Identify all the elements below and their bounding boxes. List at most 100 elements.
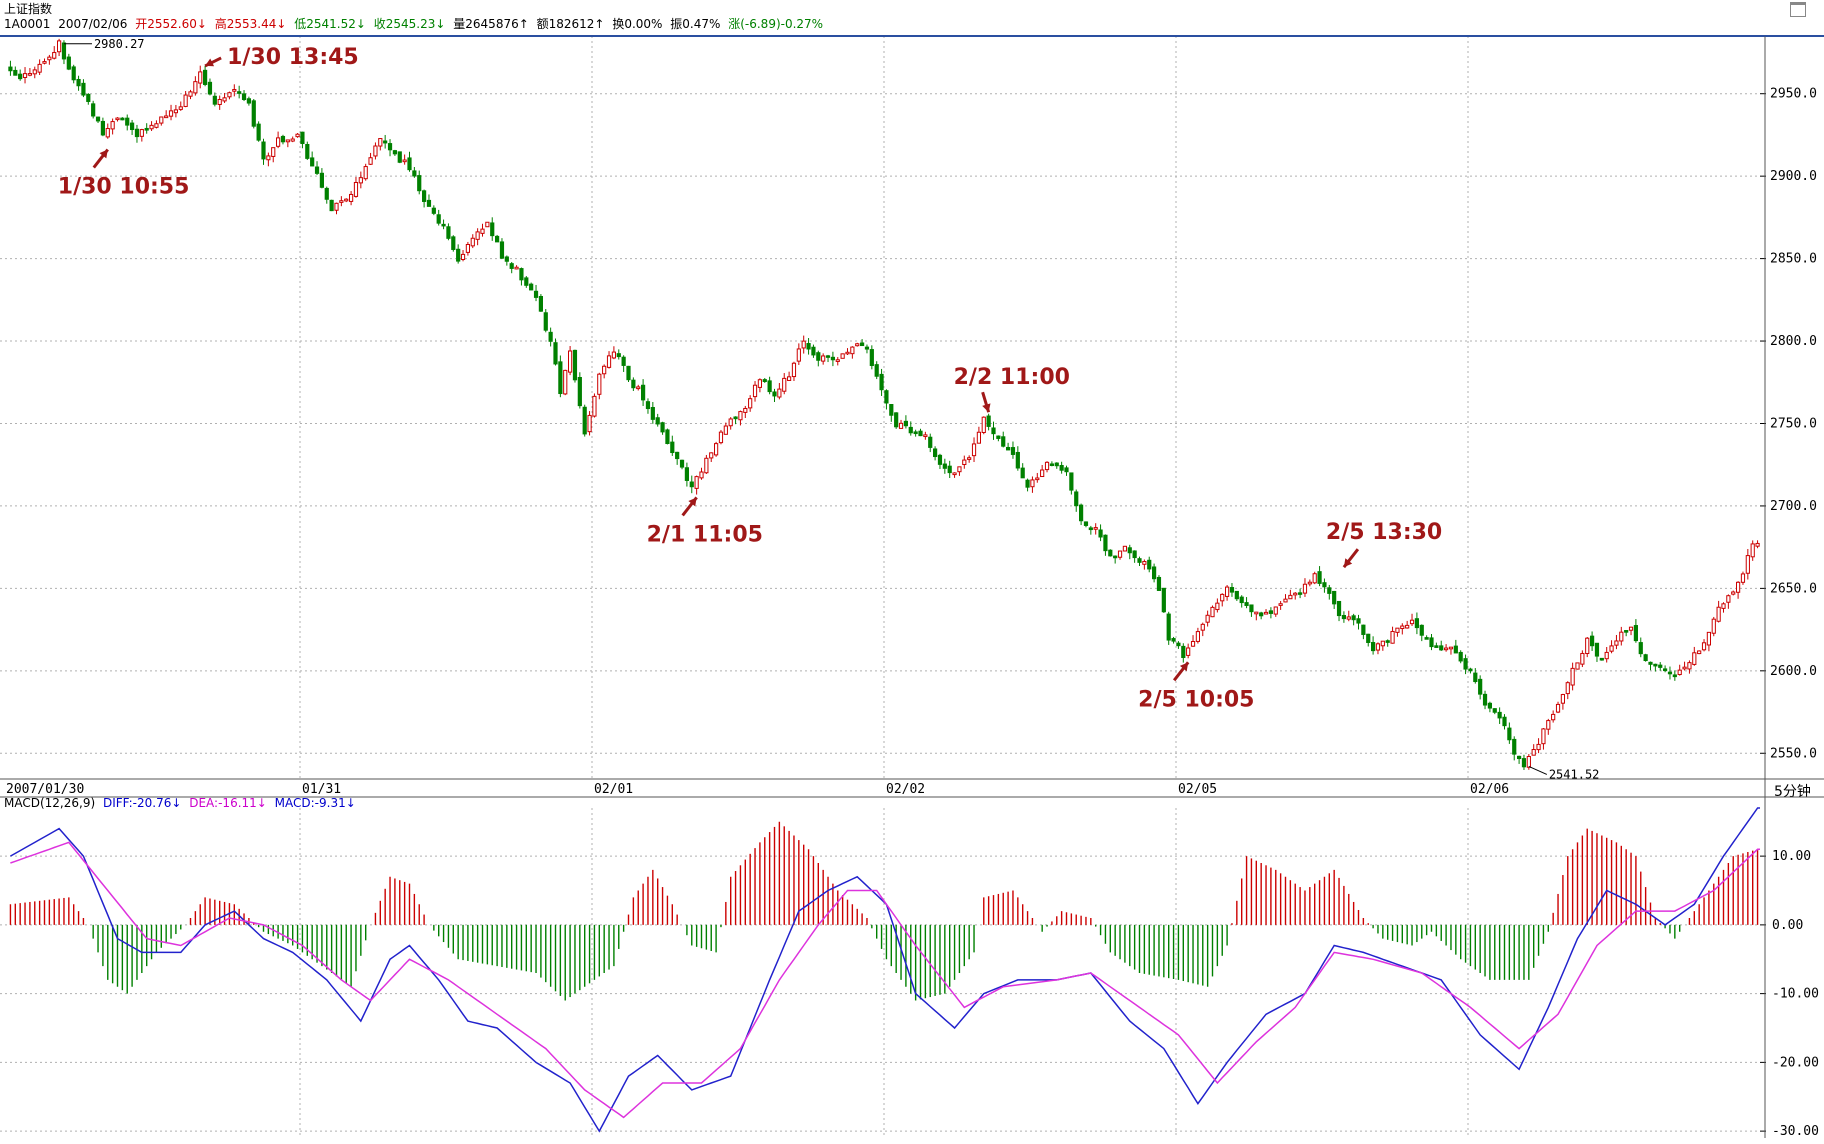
period-label[interactable]: 5分钟 bbox=[1774, 784, 1811, 800]
price-min-leader bbox=[1528, 766, 1548, 775]
candle-body bbox=[1419, 624, 1424, 636]
candle-body bbox=[1731, 591, 1736, 595]
x-axis-label: 02/05 bbox=[1178, 782, 1217, 797]
candle-body bbox=[81, 82, 86, 96]
candle-body bbox=[1293, 592, 1298, 596]
candle-body bbox=[796, 348, 801, 362]
candle-body bbox=[329, 199, 334, 212]
candle-body bbox=[446, 226, 451, 239]
candle-body bbox=[66, 56, 71, 70]
candle-body bbox=[738, 411, 743, 421]
candle-body bbox=[631, 379, 636, 389]
candle-body bbox=[830, 356, 835, 361]
candle-body bbox=[1711, 618, 1716, 634]
candle-body bbox=[426, 199, 432, 207]
candle-body bbox=[699, 471, 704, 479]
candle-body bbox=[1302, 583, 1308, 594]
candle-body bbox=[436, 214, 441, 224]
candle-body bbox=[217, 98, 222, 105]
candle-body bbox=[1001, 436, 1006, 447]
candle-body bbox=[115, 117, 120, 121]
candle-body bbox=[344, 198, 349, 202]
candle-body bbox=[694, 476, 699, 489]
candle-body bbox=[1341, 614, 1347, 620]
candle-body bbox=[986, 415, 991, 427]
candle-body bbox=[1176, 642, 1181, 647]
candle-body bbox=[100, 120, 106, 136]
candle-body bbox=[387, 143, 393, 151]
candle-body bbox=[1692, 652, 1697, 665]
candle-body bbox=[1463, 658, 1468, 670]
candle-body bbox=[324, 187, 329, 200]
candle-body bbox=[18, 73, 23, 80]
candle-body bbox=[1502, 716, 1507, 727]
x-axis-label: 01/31 bbox=[302, 782, 341, 797]
candle-body bbox=[923, 434, 928, 438]
candle-body bbox=[1049, 463, 1055, 466]
change-value: 涨(-6.89)-0.27% bbox=[728, 17, 824, 31]
macd-header: MACD(12,26,9) DIFF:-20.76↓ DEA:-16.11↓ M… bbox=[4, 796, 360, 810]
annotation-label: 1/30 13:45 bbox=[227, 45, 359, 70]
candle-body bbox=[417, 175, 422, 192]
candle-body bbox=[1229, 587, 1235, 593]
candle-body bbox=[1385, 640, 1390, 643]
price-tick-label: 2550.0 bbox=[1770, 746, 1817, 761]
macd-value: MACD:-9.31↓ bbox=[274, 796, 356, 810]
candle-body bbox=[942, 463, 947, 469]
candle-body bbox=[704, 457, 709, 474]
candle-body bbox=[422, 190, 427, 202]
candle-body bbox=[339, 200, 344, 203]
candle-body bbox=[1716, 606, 1721, 622]
candle-body bbox=[1667, 671, 1673, 675]
x-axis-label: 02/02 bbox=[886, 782, 925, 797]
candle-body bbox=[480, 228, 485, 234]
dea-value: DEA:-16.11↓ bbox=[189, 796, 267, 810]
panel-toggle-icon[interactable] bbox=[1790, 2, 1806, 17]
candle-body bbox=[650, 407, 655, 420]
candle-body bbox=[675, 451, 680, 460]
candle-body bbox=[592, 395, 597, 417]
candle-body bbox=[558, 361, 563, 395]
candle-body bbox=[1409, 619, 1415, 625]
candle-body bbox=[164, 115, 169, 119]
candle-body bbox=[407, 157, 412, 171]
price-panel: 2950.0 2900.0 2850.0 2800.0 2750.0 2700.0 2650… bbox=[0, 36, 1817, 781]
candle-body bbox=[1414, 618, 1420, 629]
candle-body bbox=[616, 353, 621, 358]
candle-body bbox=[246, 98, 252, 104]
candle-body bbox=[884, 390, 889, 404]
candle-body bbox=[47, 56, 52, 61]
candle-body bbox=[495, 235, 500, 243]
candle-body bbox=[232, 89, 237, 92]
candle-body bbox=[183, 94, 188, 107]
candle-body bbox=[903, 420, 908, 427]
candle-body bbox=[144, 127, 149, 131]
candle-body bbox=[733, 416, 738, 420]
candle-body bbox=[1439, 645, 1444, 651]
candle-body bbox=[1555, 703, 1561, 713]
candle-body bbox=[1103, 534, 1108, 552]
candle-body bbox=[660, 422, 665, 433]
candle-body bbox=[1234, 590, 1239, 600]
candle-body bbox=[159, 116, 164, 124]
price-tick-label: 2850.0 bbox=[1770, 252, 1817, 267]
candle-body bbox=[791, 362, 797, 378]
candle-body bbox=[1093, 527, 1098, 530]
candle-body bbox=[689, 481, 694, 488]
candle-body bbox=[957, 466, 962, 473]
candle-body bbox=[373, 145, 378, 157]
candle-body bbox=[714, 443, 719, 456]
volume-value: 量2645876↑ bbox=[453, 17, 529, 31]
candle-body bbox=[962, 459, 967, 466]
candle-body bbox=[772, 391, 777, 397]
candle-body bbox=[777, 388, 782, 398]
candle-body bbox=[1156, 576, 1162, 591]
candle-body bbox=[548, 331, 553, 342]
candle-body bbox=[203, 69, 208, 85]
candle-body bbox=[1040, 469, 1045, 478]
macd-tick-label: -10.00 bbox=[1772, 987, 1819, 1002]
candle-body bbox=[1390, 630, 1395, 644]
candle-body bbox=[285, 139, 290, 143]
candle-body bbox=[42, 61, 47, 64]
candle-body bbox=[821, 355, 826, 362]
